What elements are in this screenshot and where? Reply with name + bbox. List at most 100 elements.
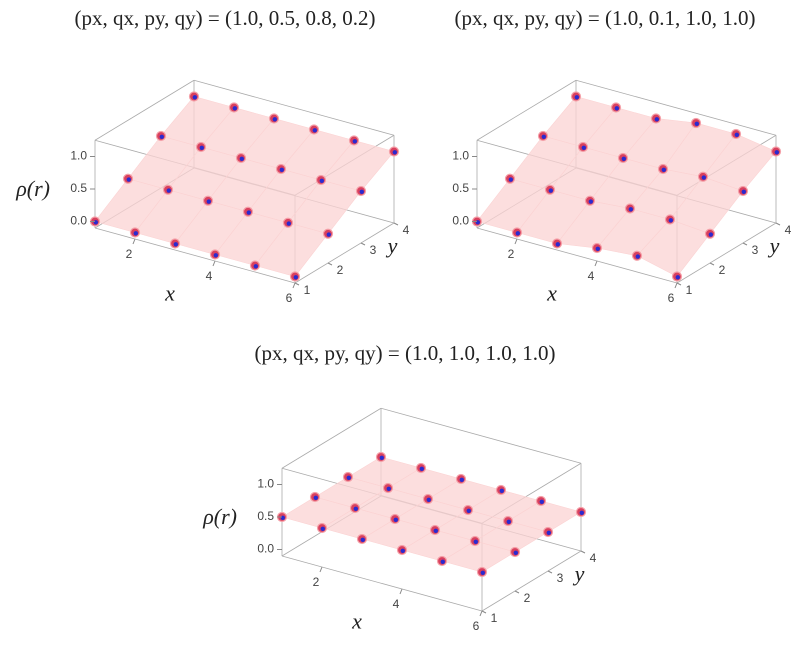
x-tick <box>479 610 483 617</box>
x-tick <box>674 282 678 289</box>
y-tick <box>742 242 748 246</box>
x-tick <box>212 260 216 267</box>
data-point-core <box>126 177 131 182</box>
data-point-core <box>548 188 553 193</box>
z-tick-label: 1.0 <box>452 149 469 163</box>
data-point-core <box>359 189 364 194</box>
data-point-core <box>279 167 284 172</box>
data-point-core <box>480 570 485 575</box>
y-tick-label: 1 <box>686 283 693 297</box>
plot-3d: 2 4 61 2 3 4 0.0 0.5 1.0 x y ρ(r) (px, qx, py, qy) =… <box>202 341 596 634</box>
data-point-core <box>313 495 318 500</box>
box-edge <box>94 79 195 141</box>
data-point-core <box>326 232 331 237</box>
data-point-core <box>433 528 438 533</box>
data-point-core <box>694 121 699 127</box>
y-tick-label: 2 <box>524 591 531 605</box>
data-point-core <box>213 253 218 258</box>
z-tick-label: 0.0 <box>70 214 87 228</box>
y-tick <box>676 282 682 286</box>
y-axis-label: y <box>386 233 398 258</box>
z-tick-label: 1.0 <box>257 477 274 491</box>
y-tick-label: 1 <box>491 611 498 625</box>
x-tick-label: 6 <box>668 291 675 305</box>
z-tick-label: 0.5 <box>70 181 87 195</box>
y-tick-label: 1 <box>304 283 311 297</box>
box-edge <box>294 222 395 284</box>
z-axis-label: ρ(r) <box>202 504 237 529</box>
data-point-core <box>346 475 351 480</box>
data-point-core <box>232 106 237 111</box>
z-tick-label: 1.0 <box>70 149 87 163</box>
x-tick <box>132 238 136 245</box>
x-tick-label: 4 <box>393 597 400 611</box>
data-point-core <box>353 506 358 511</box>
x-tick-label: 4 <box>206 269 213 283</box>
chart-title: (px, qx, py, qy) = (1.0, 1.0, 1.0, 1.0) <box>255 341 556 365</box>
x-tick-label: 2 <box>126 247 133 261</box>
data-point-core <box>93 220 99 225</box>
y-tick <box>580 550 586 554</box>
data-point-core <box>508 177 513 182</box>
x-tick <box>319 566 323 573</box>
data-point-core <box>272 117 277 122</box>
data-point-core <box>312 128 317 133</box>
y-tick-label: 3 <box>557 571 564 585</box>
data-point-core <box>708 232 713 237</box>
data-point-core <box>546 530 551 535</box>
y-tick-label: 4 <box>590 551 597 565</box>
data-point-core <box>386 486 391 491</box>
data-point-core <box>635 254 640 259</box>
data-point-core <box>253 264 258 269</box>
data-point-core <box>734 132 739 137</box>
y-tick <box>327 262 333 266</box>
y-tick-label: 3 <box>370 243 377 257</box>
data-point-core <box>280 515 285 520</box>
z-tick-label: 0.5 <box>257 509 274 523</box>
z-tick-label: 0.0 <box>257 542 274 556</box>
y-tick <box>294 282 300 286</box>
data-point-core <box>539 499 544 504</box>
data-point-core <box>319 178 324 183</box>
chart-title: (px, qx, py, qy) = (1.0, 0.1, 1.0, 1.0) <box>455 6 756 30</box>
data-point-core <box>506 519 511 524</box>
data-point-core <box>466 508 471 513</box>
data-point-core <box>541 134 546 139</box>
y-tick <box>514 590 520 594</box>
y-tick <box>360 242 366 246</box>
x-tick-label: 6 <box>473 619 480 633</box>
data-point-core <box>352 139 357 144</box>
box-edge <box>281 407 382 469</box>
data-point-core <box>192 95 197 100</box>
box-edge <box>281 555 483 612</box>
data-point-core <box>426 497 431 502</box>
data-point-core <box>246 210 251 215</box>
data-point-core <box>440 559 445 564</box>
data-point-core <box>459 477 464 482</box>
x-tick-label: 2 <box>313 575 320 589</box>
plot-3d: 2 4 61 2 3 4 0.0 0.5 1.0 x y ρ(r) (px, qx, py, qy) =… <box>15 6 409 306</box>
data-point-core <box>579 510 584 515</box>
data-point-core <box>393 517 398 522</box>
x-tick <box>292 282 296 289</box>
data-point-core <box>621 156 626 161</box>
z-axis-label: ρ(r) <box>15 176 50 201</box>
x-tick-label: 6 <box>286 291 293 305</box>
box-edge <box>476 79 577 141</box>
data-point-core <box>360 537 365 542</box>
data-point-core <box>475 220 480 225</box>
data-point-core <box>741 189 746 194</box>
y-tick <box>775 222 781 226</box>
x-tick <box>399 588 403 595</box>
data-point-core <box>701 175 706 180</box>
data-point-core <box>499 488 504 493</box>
box-edge <box>193 79 395 136</box>
box-edge <box>481 550 582 612</box>
data-point-core <box>286 221 291 226</box>
z-tick-label: 0.5 <box>452 181 469 195</box>
data-point-core <box>133 231 138 236</box>
data-point-core <box>173 242 178 247</box>
box-edge <box>94 227 296 284</box>
data-point-core <box>555 242 560 247</box>
